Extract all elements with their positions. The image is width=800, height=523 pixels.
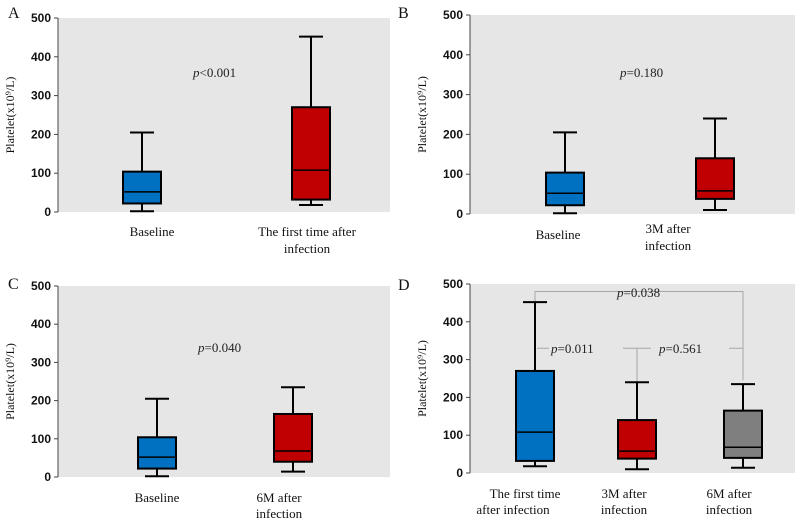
y-axis-label: Platelet(x10⁹/L): [415, 340, 429, 417]
y-tick-label: 100: [443, 428, 463, 442]
box-2: [695, 117, 735, 212]
y-tick-label: 400: [31, 317, 51, 331]
box-3: [723, 383, 763, 469]
p-value-annotation-italic: p: [550, 341, 558, 356]
plot-background: [470, 15, 795, 214]
y-axis-label: Platelet(x10⁹/L): [415, 76, 429, 153]
p-value-annotation-italic: p: [658, 341, 666, 356]
y-tick-label: 300: [443, 88, 463, 102]
y-tick-label: 0: [44, 470, 51, 484]
box-iqr: [122, 170, 162, 205]
category-label: infection: [706, 502, 753, 517]
box-iqr: [137, 436, 177, 470]
p-value-annotation-value: =0.561: [666, 341, 703, 356]
bracket-first-vs-6m: [534, 291, 744, 381]
category-label: infection: [284, 241, 331, 256]
p-value-annotation: p=0.011: [550, 341, 594, 356]
y-tick-label: 100: [31, 166, 51, 180]
y-tick-label: 500: [443, 8, 463, 22]
box-1: [122, 131, 162, 213]
category-label: infection: [256, 506, 303, 521]
y-tick-label: 400: [31, 50, 51, 64]
y-tick-label: 200: [443, 127, 463, 141]
y-axis-label: Platelet(x10⁹/L): [3, 343, 17, 420]
category-label: 6M after: [256, 490, 302, 505]
plot-background: [58, 18, 390, 212]
y-tick-label: 200: [31, 394, 51, 408]
y-tick-label: 500: [31, 11, 51, 25]
p-value-annotation-italic: p: [616, 285, 624, 300]
panel-d: D 0 100 200 300 400 500 Platelet(x10⁹/L) The fir…: [398, 277, 795, 517]
panel-a: A 0 100 200 300 400 500 Platelet(x10⁹/L) Baselin…: [3, 5, 390, 256]
box-2: [617, 381, 657, 471]
p-value-annotation: p<0.001: [192, 65, 236, 80]
p-value-annotation: p=0.040: [197, 340, 241, 355]
box-iqr: [723, 409, 763, 459]
panel-letter: D: [398, 277, 410, 294]
box-iqr: [291, 106, 331, 201]
box-iqr: [515, 369, 555, 462]
p-value-annotation-value: <0.001: [200, 65, 237, 80]
y-tick-label: 0: [44, 205, 51, 219]
plot-background: [58, 286, 390, 477]
y-tick-label: 400: [443, 48, 463, 62]
y-tick-label: 200: [443, 390, 463, 404]
category-label: 3M after: [601, 486, 647, 501]
y-tick-label: 300: [31, 89, 51, 103]
y-tick-label: 200: [31, 127, 51, 141]
p-value-annotation-value: =0.040: [205, 340, 242, 355]
y-tick-label: 0: [456, 207, 463, 221]
panel-letter: C: [8, 276, 19, 293]
box-1: [515, 301, 555, 468]
box-2: [291, 35, 331, 207]
box-iqr: [695, 157, 735, 200]
p-value-annotation: p=0.038: [616, 285, 660, 300]
p-value-annotation: p=0.561: [658, 341, 702, 356]
y-axis-label: Platelet(x10⁹/L): [3, 77, 17, 154]
panel-c: C 0 100 200 300 400 500 Platelet(x10⁹/L) Baselin…: [3, 276, 390, 521]
category-label: The first time: [490, 486, 561, 501]
category-label: infection: [601, 502, 648, 517]
box-iqr: [617, 419, 657, 460]
panel-b: B 0 100 200 300 400 500 Platelet(x10⁹/L) Baselin…: [398, 5, 795, 253]
y-tick-label: 100: [443, 167, 463, 181]
category-label: Baseline: [536, 227, 581, 242]
y-tick-label: 300: [31, 355, 51, 369]
box-1: [137, 397, 177, 478]
y-tick-label: 100: [31, 432, 51, 446]
category-label: Baseline: [130, 224, 175, 239]
p-value-annotation-italic: p: [197, 340, 205, 355]
category-label: infection: [645, 238, 692, 253]
panel-letter: B: [398, 5, 409, 22]
category-label: Baseline: [135, 490, 180, 505]
y-tick-label: 300: [443, 353, 463, 367]
category-label: after infection: [476, 502, 550, 517]
y-tick-label: 500: [31, 279, 51, 293]
p-value-annotation-italic: p: [619, 65, 627, 80]
p-value-annotation-value: =0.011: [558, 341, 594, 356]
p-value-annotation-italic: p: [192, 65, 200, 80]
box-2: [273, 386, 313, 473]
category-label: 6M after: [706, 486, 752, 501]
p-value-annotation: p=0.180: [619, 65, 663, 80]
box-iqr: [273, 412, 313, 463]
y-tick-label: 400: [443, 315, 463, 329]
box-1: [545, 131, 585, 215]
y-tick-label: 500: [443, 277, 463, 291]
p-value-annotation-value: =0.038: [624, 285, 661, 300]
y-tick-label: 0: [456, 466, 463, 480]
p-value-annotation-value: =0.180: [627, 65, 664, 80]
box-iqr: [545, 171, 585, 207]
panel-letter: A: [8, 5, 20, 22]
category-label: The first time after: [258, 224, 356, 239]
category-label: 3M after: [645, 221, 691, 236]
